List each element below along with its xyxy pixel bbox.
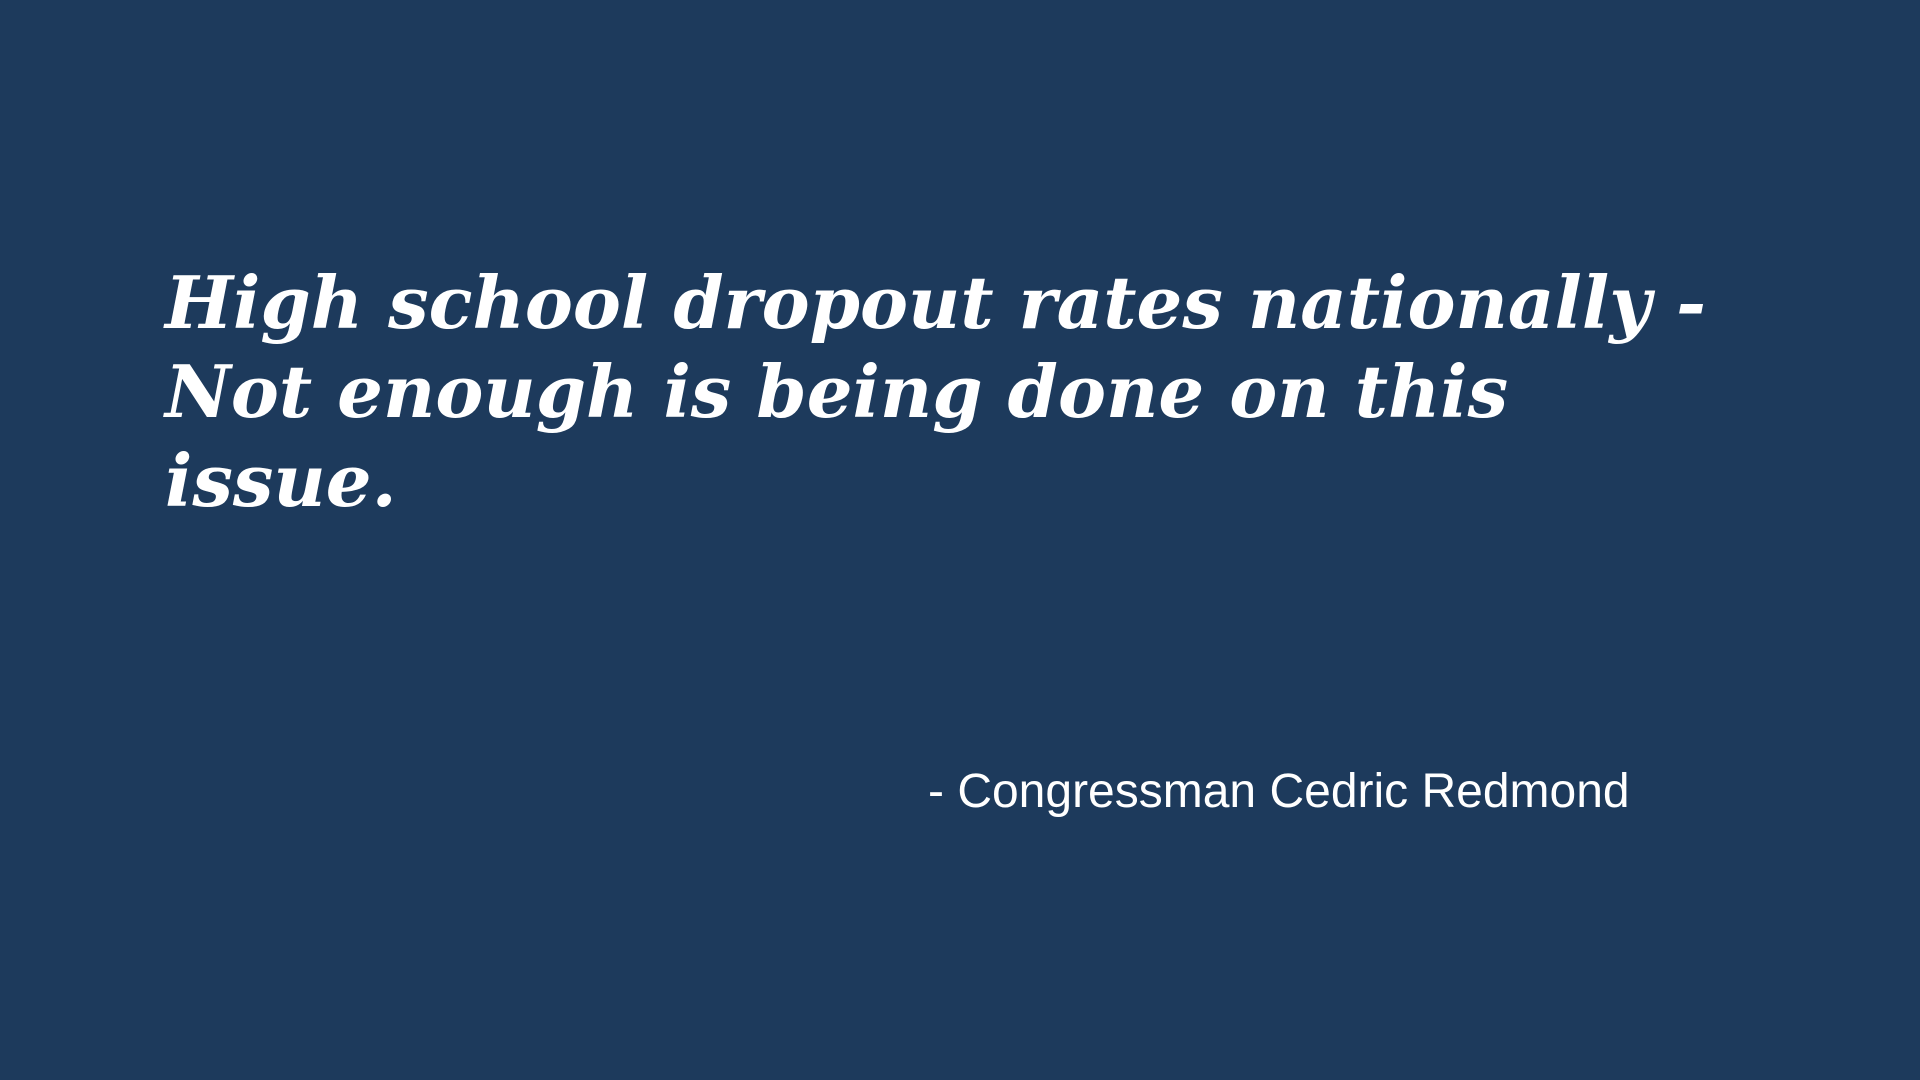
quote-attribution: - Congressman Cedric Redmond: [928, 765, 1630, 818]
quote-line-1: High school dropout rates nationally -: [165, 260, 1707, 345]
quote-line-3: issue.: [165, 438, 397, 523]
quote-line-2: Not enough is being done on this: [165, 349, 1509, 434]
quote-text: High school dropout rates nationally - N…: [165, 258, 1765, 525]
